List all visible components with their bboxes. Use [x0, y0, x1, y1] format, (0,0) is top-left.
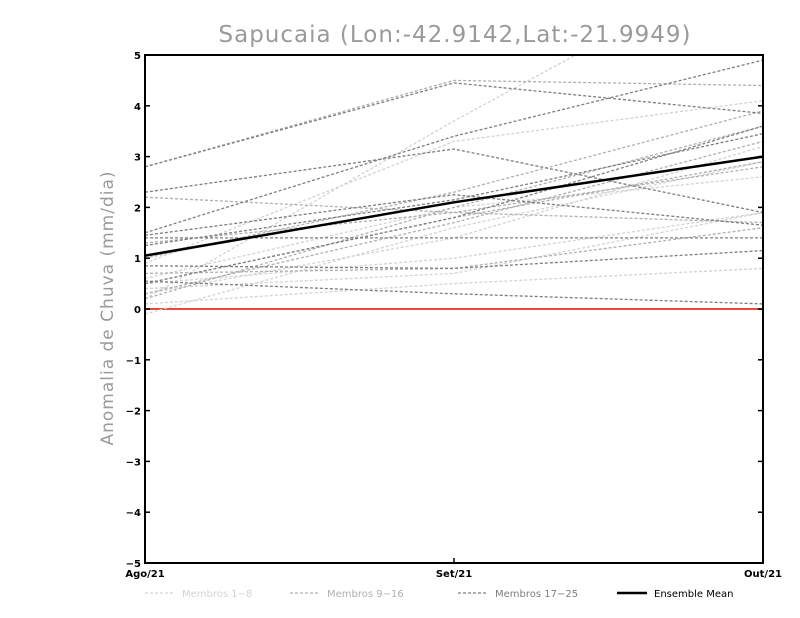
member-line-g3-4 [145, 194, 763, 236]
member-line-g1-4 [145, 267, 763, 305]
member-line-g1-5 [145, 100, 763, 264]
y-tick-label: 5 [134, 51, 141, 62]
member-line-g2-2 [145, 125, 763, 300]
x-tick-label: Ago/21 [125, 569, 164, 580]
y-tick-label: −4 [126, 508, 141, 519]
member-line-g2-1 [145, 79, 763, 168]
member-line-g1-2 [145, 55, 578, 300]
y-tick-label: 3 [134, 153, 141, 164]
chart-title: Sapucaia (Lon:-42.9142,Lat:-21.9949) [219, 22, 692, 48]
member-line-g2-5 [145, 110, 763, 259]
member-line-g2-8 [145, 140, 763, 295]
x-tick-label: Out/21 [744, 569, 782, 580]
member-line-g1-3 [145, 211, 763, 285]
plot-area [145, 55, 763, 315]
y-tick-label: −1 [126, 356, 141, 367]
member-line-g1-8 [145, 211, 763, 290]
member-line-g2-7 [145, 196, 763, 224]
member-line-g2-3 [145, 166, 763, 244]
y-axis-label: Anomalia de Chuva (mm/dia) [98, 170, 118, 445]
legend-label: Membros 1−8 [182, 589, 252, 600]
member-line-g3-1 [145, 82, 763, 168]
y-tick-label: 1 [134, 254, 141, 265]
y-tick-label: −3 [126, 457, 141, 468]
legend-label: Membros 9−16 [327, 589, 404, 600]
x-tick-label: Set/21 [436, 569, 472, 580]
y-tick-label: −5 [126, 559, 141, 570]
y-tick-label: 4 [134, 102, 141, 113]
legend: Membros 1−8 Membros 9−16 Membros 17−25 Ense… [145, 589, 733, 600]
y-tick-label: 2 [134, 203, 141, 214]
member-line-g3-8 [145, 280, 763, 305]
ensemble-mean-line [145, 155, 763, 257]
member-line-g3-2 [145, 59, 763, 234]
member-line-g2-4 [145, 227, 763, 275]
member-line-g3-9 [145, 133, 763, 247]
member-line-g1-1 [145, 161, 763, 315]
legend-label: Membros 17−25 [495, 589, 578, 600]
series-group [145, 55, 763, 315]
legend-label: Ensemble Mean [654, 589, 733, 600]
member-line-g3-7 [145, 125, 763, 285]
y-tick-label: −2 [126, 407, 141, 418]
member-line-g3-6 [145, 249, 763, 270]
y-tick-label: 0 [134, 305, 141, 316]
member-line-g3-3 [145, 148, 763, 214]
